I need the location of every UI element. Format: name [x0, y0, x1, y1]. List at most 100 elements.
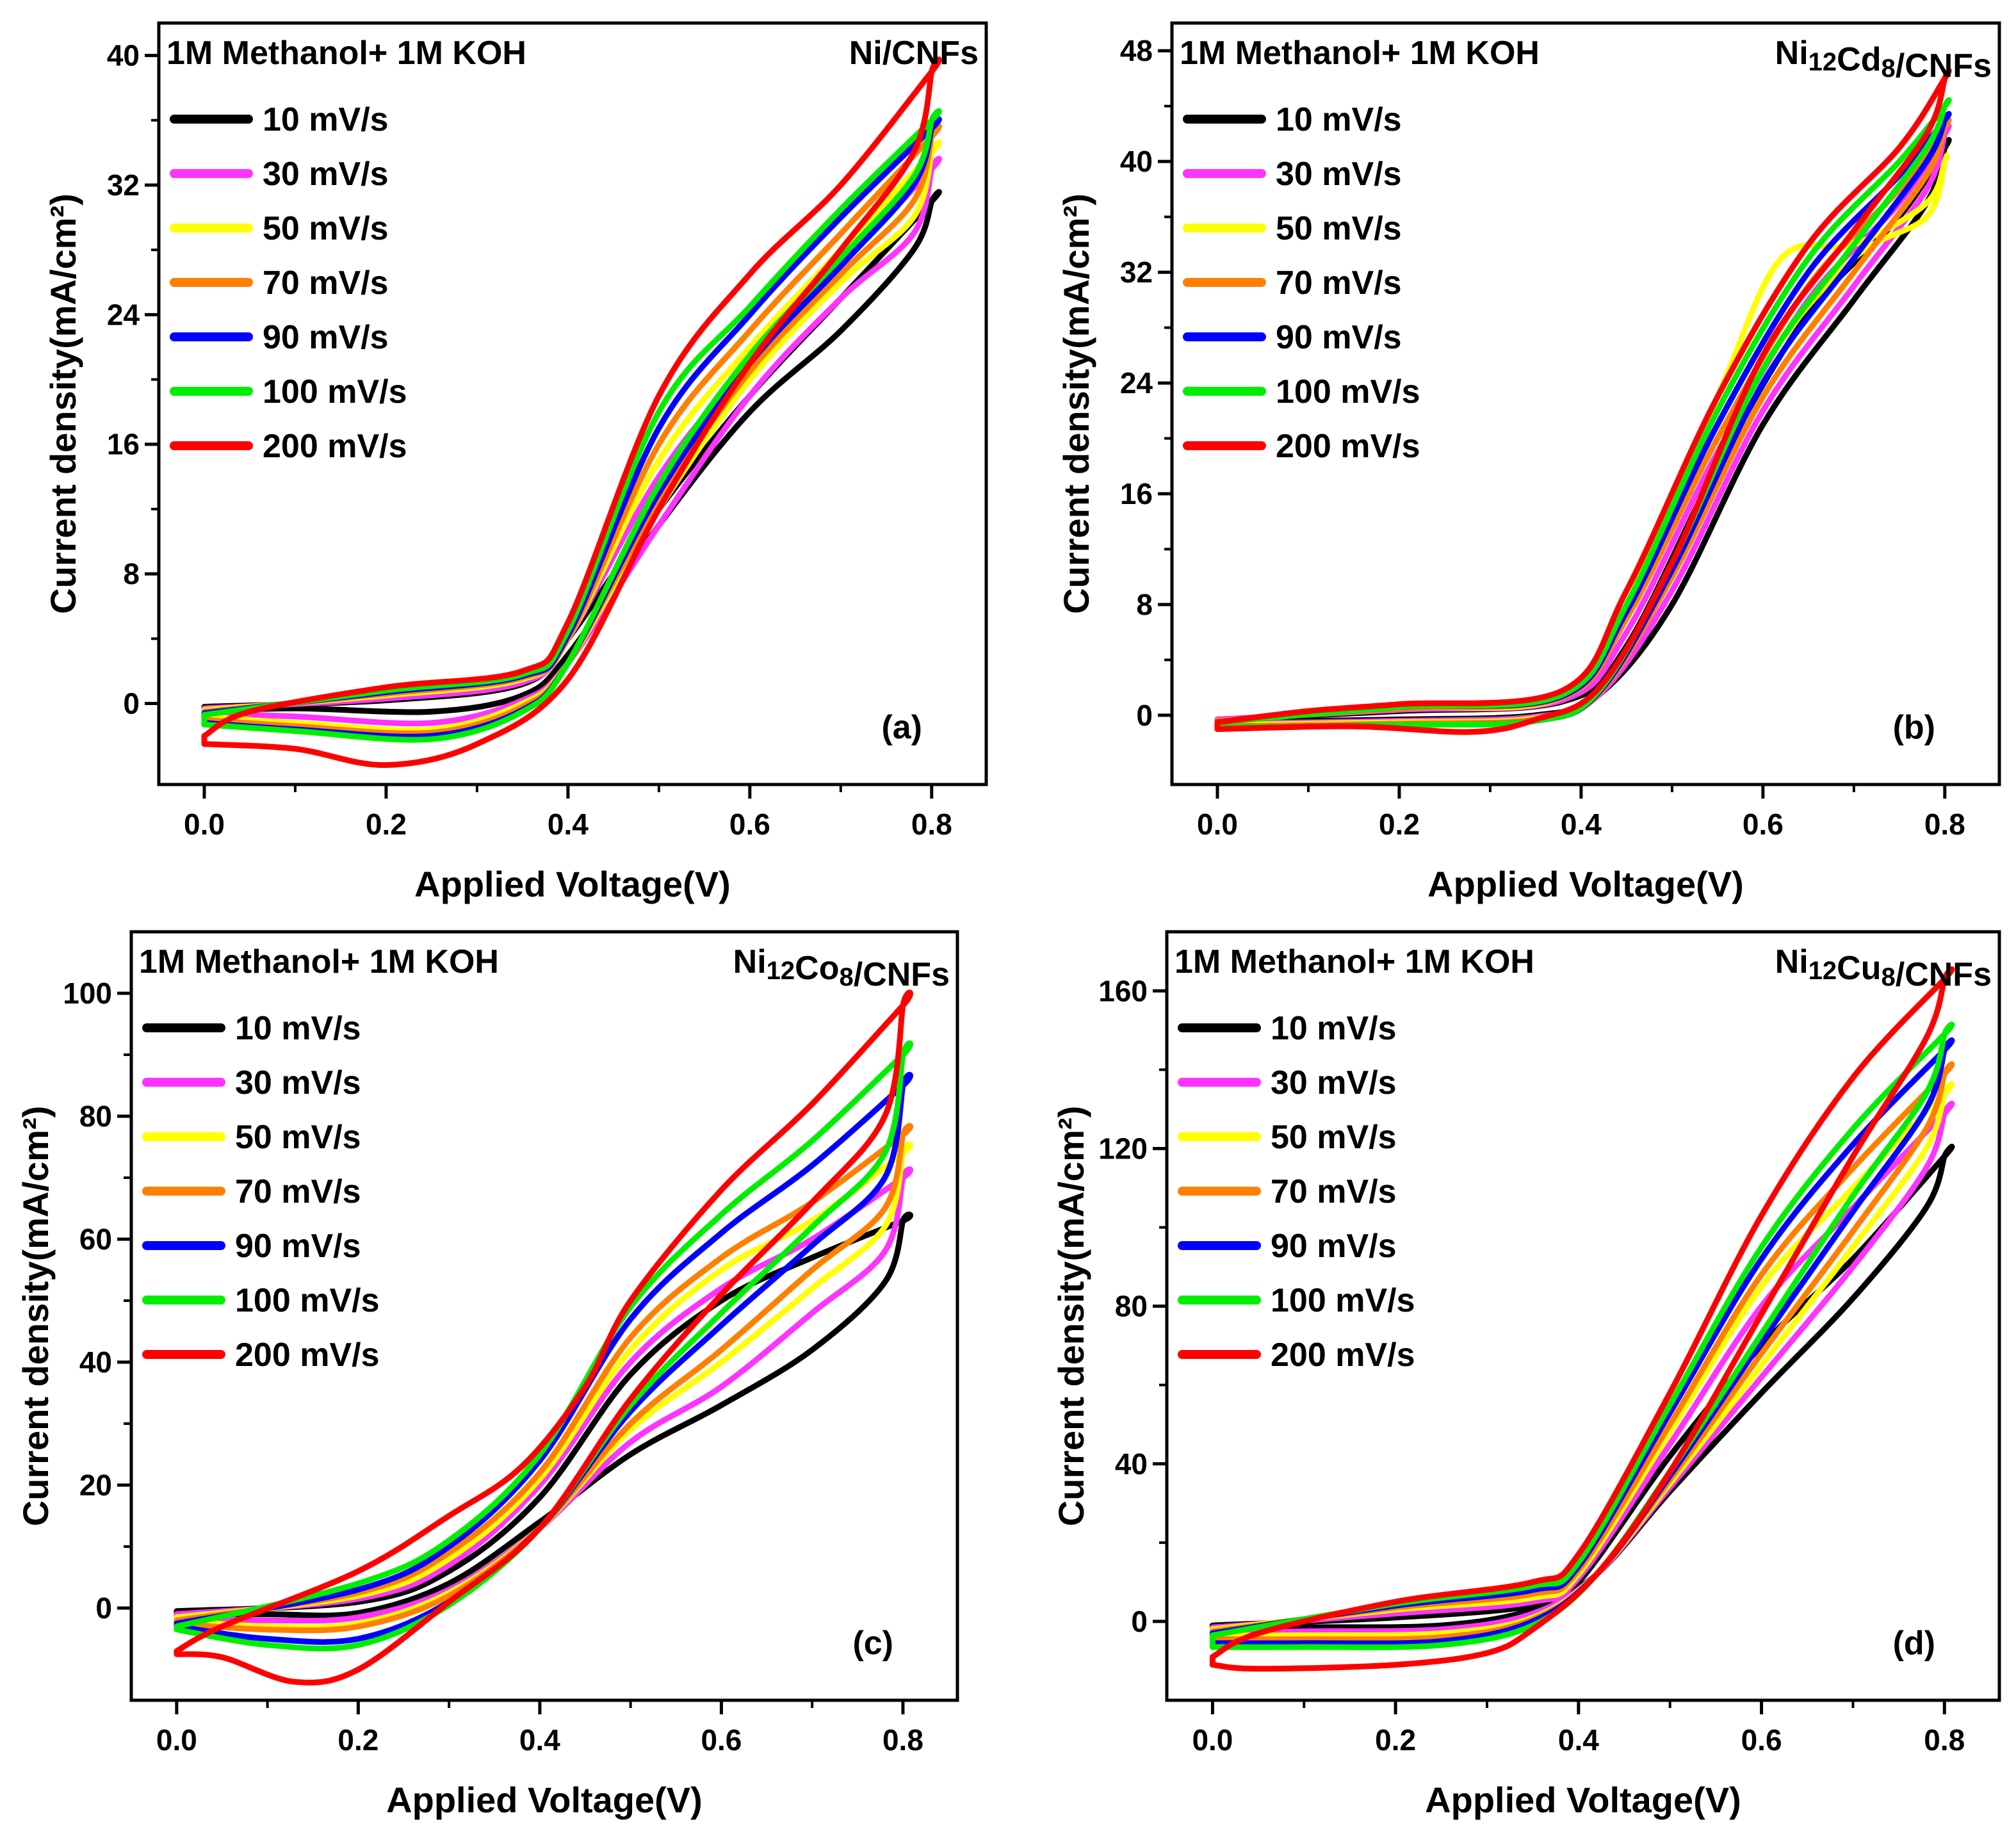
legend: 10 mV/s 30 mV/s 50 mV/s 70 mV/s 90 mV/s 100 m…: [142, 1010, 380, 1374]
legend-entry: 90 mV/s: [1271, 1228, 1397, 1265]
legend-entry: 10 mV/s: [1276, 101, 1402, 138]
y-tick-label: 32: [107, 168, 140, 202]
plot-frame: [1170, 21, 2001, 786]
y-tick-label: 0: [1131, 1605, 1148, 1638]
y-tick-label: 8: [1136, 588, 1153, 621]
legend-entry: 100 mV/s: [1271, 1282, 1415, 1319]
y-tick-label: 40: [1120, 145, 1153, 178]
y-tick-label: 80: [1115, 1290, 1148, 1323]
legend-entry: 30 mV/s: [235, 1064, 361, 1101]
condition-text: 1M Methanol+ 1M KOH: [139, 943, 499, 980]
x-tick-label: 0.2: [1375, 1723, 1416, 1757]
y-tick-label: 8: [123, 557, 140, 590]
legend-entry: 200 mV/s: [235, 1337, 380, 1374]
legend-entry: 100 mV/s: [1276, 373, 1420, 410]
sample-title: Ni12Cu8/CNFs: [1775, 943, 1992, 993]
y-tick-label: 40: [1115, 1447, 1148, 1481]
legend-entry: 90 mV/s: [263, 319, 389, 356]
y-tick-label: 60: [79, 1223, 112, 1256]
y-tick-label: 0: [95, 1591, 112, 1625]
y-axis-label: Current density(mA/cm²): [1051, 1106, 1091, 1527]
x-tick-label: 0.4: [1561, 808, 1602, 841]
y-tick-label: 16: [1120, 477, 1153, 510]
x-tick-label: 0.6: [1741, 1723, 1782, 1757]
x-tick-label: 0.0: [1192, 1723, 1233, 1757]
legend-entry: 50 mV/s: [263, 210, 389, 247]
legend-entry: 200 mV/s: [1271, 1337, 1415, 1374]
legend-entry: 200 mV/s: [1276, 428, 1420, 465]
condition-text: 1M Methanol+ 1M KOH: [1180, 35, 1540, 72]
condition-text: 1M Methanol+ 1M KOH: [1175, 943, 1534, 980]
condition-text: 1M Methanol+ 1M KOH: [167, 35, 526, 72]
x-axis-label: Applied Voltage(V): [386, 1780, 703, 1820]
legend-entry: 90 mV/s: [1276, 319, 1402, 356]
legend-entry: 10 mV/s: [263, 101, 389, 138]
y-tick-label: 120: [1098, 1132, 1148, 1165]
panel-label: (d): [1893, 1625, 1935, 1662]
y-tick-label: 80: [79, 1100, 112, 1133]
x-tick-label: 0.0: [156, 1723, 197, 1757]
x-tick-label: 0.2: [1379, 808, 1420, 841]
legend-entry: 70 mV/s: [263, 264, 389, 302]
y-tick-label: 100: [63, 977, 112, 1010]
legend: 10 mV/s 30 mV/s 50 mV/s 70 mV/s 90 mV/s 100 m…: [1183, 101, 1420, 465]
legend-entry: 70 mV/s: [1271, 1173, 1397, 1210]
legend-entry: 30 mV/s: [1276, 156, 1402, 193]
y-axis-label: Current density(mA/cm²): [15, 1106, 56, 1527]
x-axis-label: Applied Voltage(V): [1425, 1780, 1741, 1820]
legend-entry: 30 mV/s: [263, 156, 389, 193]
legend-entry: 10 mV/s: [235, 1010, 361, 1047]
y-tick-label: 160: [1098, 974, 1148, 1007]
x-tick-label: 0.6: [729, 808, 770, 841]
y-tick-label: 32: [1120, 256, 1153, 289]
x-tick-label: 0.8: [882, 1723, 923, 1757]
legend: 10 mV/s 30 mV/s 50 mV/s 70 mV/s 90 mV/s 100 m…: [170, 101, 407, 465]
legend-entry: 200 mV/s: [263, 428, 407, 465]
legend-entry: 70 mV/s: [235, 1173, 361, 1210]
x-axis-label: Applied Voltage(V): [1427, 864, 1744, 904]
series-line-100mvs: [1214, 97, 1952, 731]
x-tick-label: 0.2: [366, 808, 407, 841]
sample-title: Ni12Cd8/CNFs: [1775, 35, 1992, 85]
legend-entry: 90 mV/s: [235, 1228, 361, 1265]
y-tick-label: 40: [79, 1345, 112, 1379]
panel-b: 0.0 0.2 0.4 0.6 0.8 0 8 16 24 32 40 48 Applied Volta…: [1056, 21, 2001, 904]
sample-title: Ni/CNFs: [849, 35, 979, 72]
series-line-70mvs: [174, 1123, 913, 1634]
y-tick-label: 40: [107, 39, 140, 72]
x-tick-label: 0.0: [1197, 808, 1238, 841]
y-axis-label: Current density(mA/cm²): [1056, 193, 1096, 614]
x-tick-label: 0.2: [337, 1723, 378, 1757]
y-tick-label: 20: [79, 1468, 112, 1502]
legend-entry: 100 mV/s: [263, 373, 407, 410]
x-tick-label: 0.6: [1743, 808, 1784, 841]
panel-label: (b): [1893, 709, 1935, 746]
legend-entry: 100 mV/s: [235, 1282, 380, 1319]
y-tick-label: 24: [1120, 366, 1153, 400]
x-axis-label: Applied Voltage(V): [414, 864, 731, 904]
y-tick-label: 16: [107, 428, 140, 461]
plot-frame: [129, 930, 959, 1702]
x-tick-label: 0.8: [911, 808, 952, 841]
series-line-200mvs: [201, 56, 942, 768]
legend-entry: 50 mV/s: [1276, 210, 1402, 247]
x-tick-label: 0.8: [1924, 808, 1965, 841]
legend-entry: 70 mV/s: [1276, 264, 1402, 302]
legend: 10 mV/s 30 mV/s 50 mV/s 70 mV/s 90 mV/s 100 m…: [1178, 1010, 1415, 1374]
panel-d: 0.0 0.2 0.4 0.6 0.8 0 40 80 120 160 Applied Voltag…: [1051, 930, 2001, 1820]
x-tick-label: 0.8: [1924, 1723, 1965, 1757]
sample-title: Ni12Co8/CNFs: [733, 943, 950, 993]
plot-frame: [1165, 930, 2001, 1702]
series-line-100mvs: [201, 108, 942, 743]
series-line-200mvs: [1209, 966, 1955, 1672]
x-tick-label: 0.6: [701, 1723, 742, 1757]
series-line-10mvs: [174, 1212, 914, 1619]
series-line-100mvs: [1209, 1021, 1955, 1650]
panel-c: 0.0 0.2 0.4 0.6 0.8 0 20 40 60 80 100 Applied Volta…: [15, 930, 959, 1820]
y-tick-label: 24: [107, 298, 140, 331]
y-tick-label: 48: [1120, 34, 1153, 67]
legend-entry: 50 mV/s: [1271, 1119, 1397, 1156]
plot-frame: [157, 21, 988, 786]
x-tick-label: 0.4: [1558, 1723, 1599, 1757]
